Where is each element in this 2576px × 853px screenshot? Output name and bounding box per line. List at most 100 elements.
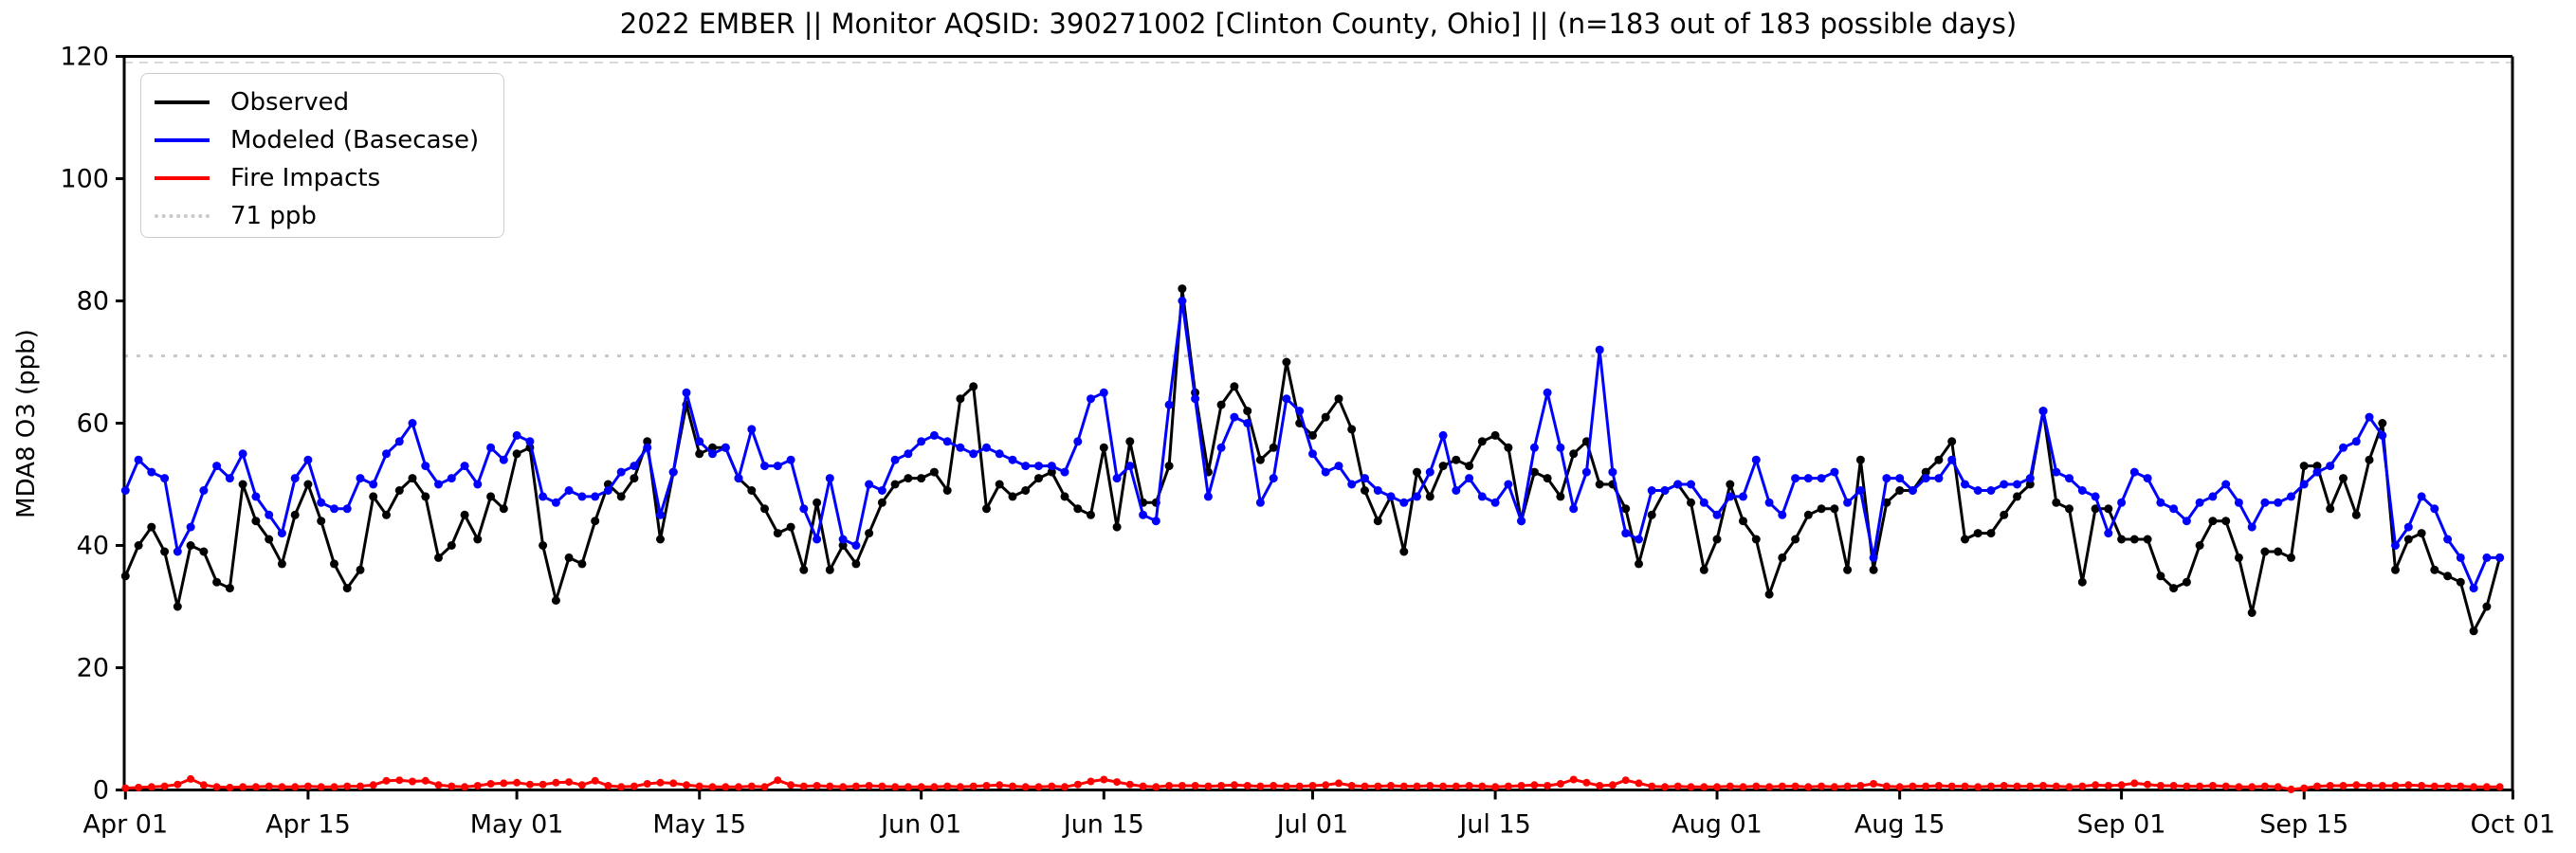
data-point xyxy=(382,510,391,519)
y-tick-label: 60 xyxy=(77,409,109,439)
data-point xyxy=(2299,480,2309,489)
data-point xyxy=(630,782,638,790)
x-tick-label: Jul 15 xyxy=(1457,810,1531,840)
data-point xyxy=(760,504,769,514)
data-point xyxy=(2469,584,2478,593)
data-point xyxy=(996,781,1004,789)
data-point xyxy=(251,492,261,501)
data-point xyxy=(774,776,782,785)
x-tick-label: Apr 01 xyxy=(82,810,168,840)
data-point xyxy=(1152,783,1160,791)
data-point xyxy=(904,449,913,459)
data-point xyxy=(1673,782,1682,790)
data-point xyxy=(2104,782,2112,789)
data-point xyxy=(917,437,926,446)
data-point xyxy=(1270,782,1278,789)
data-point xyxy=(1647,486,1656,495)
data-point xyxy=(160,782,169,790)
data-point xyxy=(1243,419,1252,427)
data-point xyxy=(1255,455,1265,464)
data-point xyxy=(630,474,639,483)
data-point xyxy=(656,535,665,544)
data-point xyxy=(1687,783,1695,791)
data-point xyxy=(1269,443,1278,452)
data-point xyxy=(317,517,326,526)
data-point xyxy=(303,480,313,489)
data-point xyxy=(1216,400,1226,409)
x-tick-label: Sep 01 xyxy=(2077,810,2166,840)
data-point xyxy=(134,541,143,550)
data-point xyxy=(1426,782,1434,789)
data-point xyxy=(2013,782,2021,790)
data-point xyxy=(2156,498,2165,507)
data-point xyxy=(1635,535,1643,544)
data-point xyxy=(1529,467,1539,477)
data-point xyxy=(1973,486,1982,495)
data-point xyxy=(303,455,313,464)
data-point xyxy=(2418,782,2426,789)
data-point xyxy=(2443,572,2453,581)
data-point xyxy=(617,783,626,791)
data-point xyxy=(760,783,769,791)
data-point xyxy=(434,553,443,562)
data-point xyxy=(1751,455,1761,464)
data-point xyxy=(239,783,247,791)
data-point xyxy=(1112,474,1122,483)
data-point xyxy=(434,480,443,489)
data-point xyxy=(1661,783,1669,791)
data-point xyxy=(1517,782,1526,789)
series-markers-observed xyxy=(120,284,2505,636)
data-point xyxy=(799,565,809,574)
data-point xyxy=(1452,782,1460,790)
data-point xyxy=(865,480,874,489)
data-point xyxy=(1713,783,1721,791)
data-point xyxy=(2169,584,2179,593)
data-point xyxy=(1595,345,1604,354)
data-point xyxy=(1361,486,1369,495)
data-point xyxy=(2117,498,2127,507)
data-point xyxy=(1243,782,1251,789)
data-point xyxy=(394,437,404,446)
data-point xyxy=(539,780,547,789)
data-point xyxy=(2091,492,2100,501)
data-point xyxy=(1490,498,1500,507)
data-point xyxy=(173,602,182,611)
data-point xyxy=(2260,547,2270,556)
data-point xyxy=(1399,498,1409,507)
data-point xyxy=(2144,780,2152,789)
data-point xyxy=(2182,577,2191,587)
data-point xyxy=(591,517,600,526)
data-point xyxy=(2000,782,2008,789)
data-point xyxy=(342,504,352,514)
data-point xyxy=(943,782,952,790)
data-point xyxy=(2065,504,2074,514)
data-point xyxy=(2143,474,2152,483)
data-point xyxy=(1061,783,1069,791)
data-point xyxy=(2378,419,2387,427)
data-point xyxy=(1490,430,1500,440)
data-point xyxy=(120,486,130,495)
data-point xyxy=(1934,474,1944,483)
legend-item-fire: Fire Impacts xyxy=(155,159,503,197)
data-point xyxy=(1125,437,1135,446)
data-point xyxy=(512,449,521,459)
data-point xyxy=(2339,474,2348,483)
data-point xyxy=(1581,467,1591,477)
data-point xyxy=(2403,522,2413,532)
data-point xyxy=(121,784,130,792)
data-point xyxy=(2183,782,2191,790)
data-point xyxy=(513,778,521,787)
data-point xyxy=(969,449,978,459)
data-point xyxy=(1830,467,1839,477)
data-point xyxy=(734,474,743,483)
data-point xyxy=(2129,467,2139,477)
data-point xyxy=(525,437,535,446)
data-point xyxy=(2482,602,2492,611)
data-point xyxy=(1895,486,1905,495)
data-point xyxy=(2339,443,2348,452)
data-point xyxy=(2208,517,2218,526)
data-point xyxy=(1073,504,1083,514)
data-point xyxy=(1882,474,1891,483)
x-tick-label: Sep 15 xyxy=(2259,810,2348,840)
data-point xyxy=(2077,577,2087,587)
